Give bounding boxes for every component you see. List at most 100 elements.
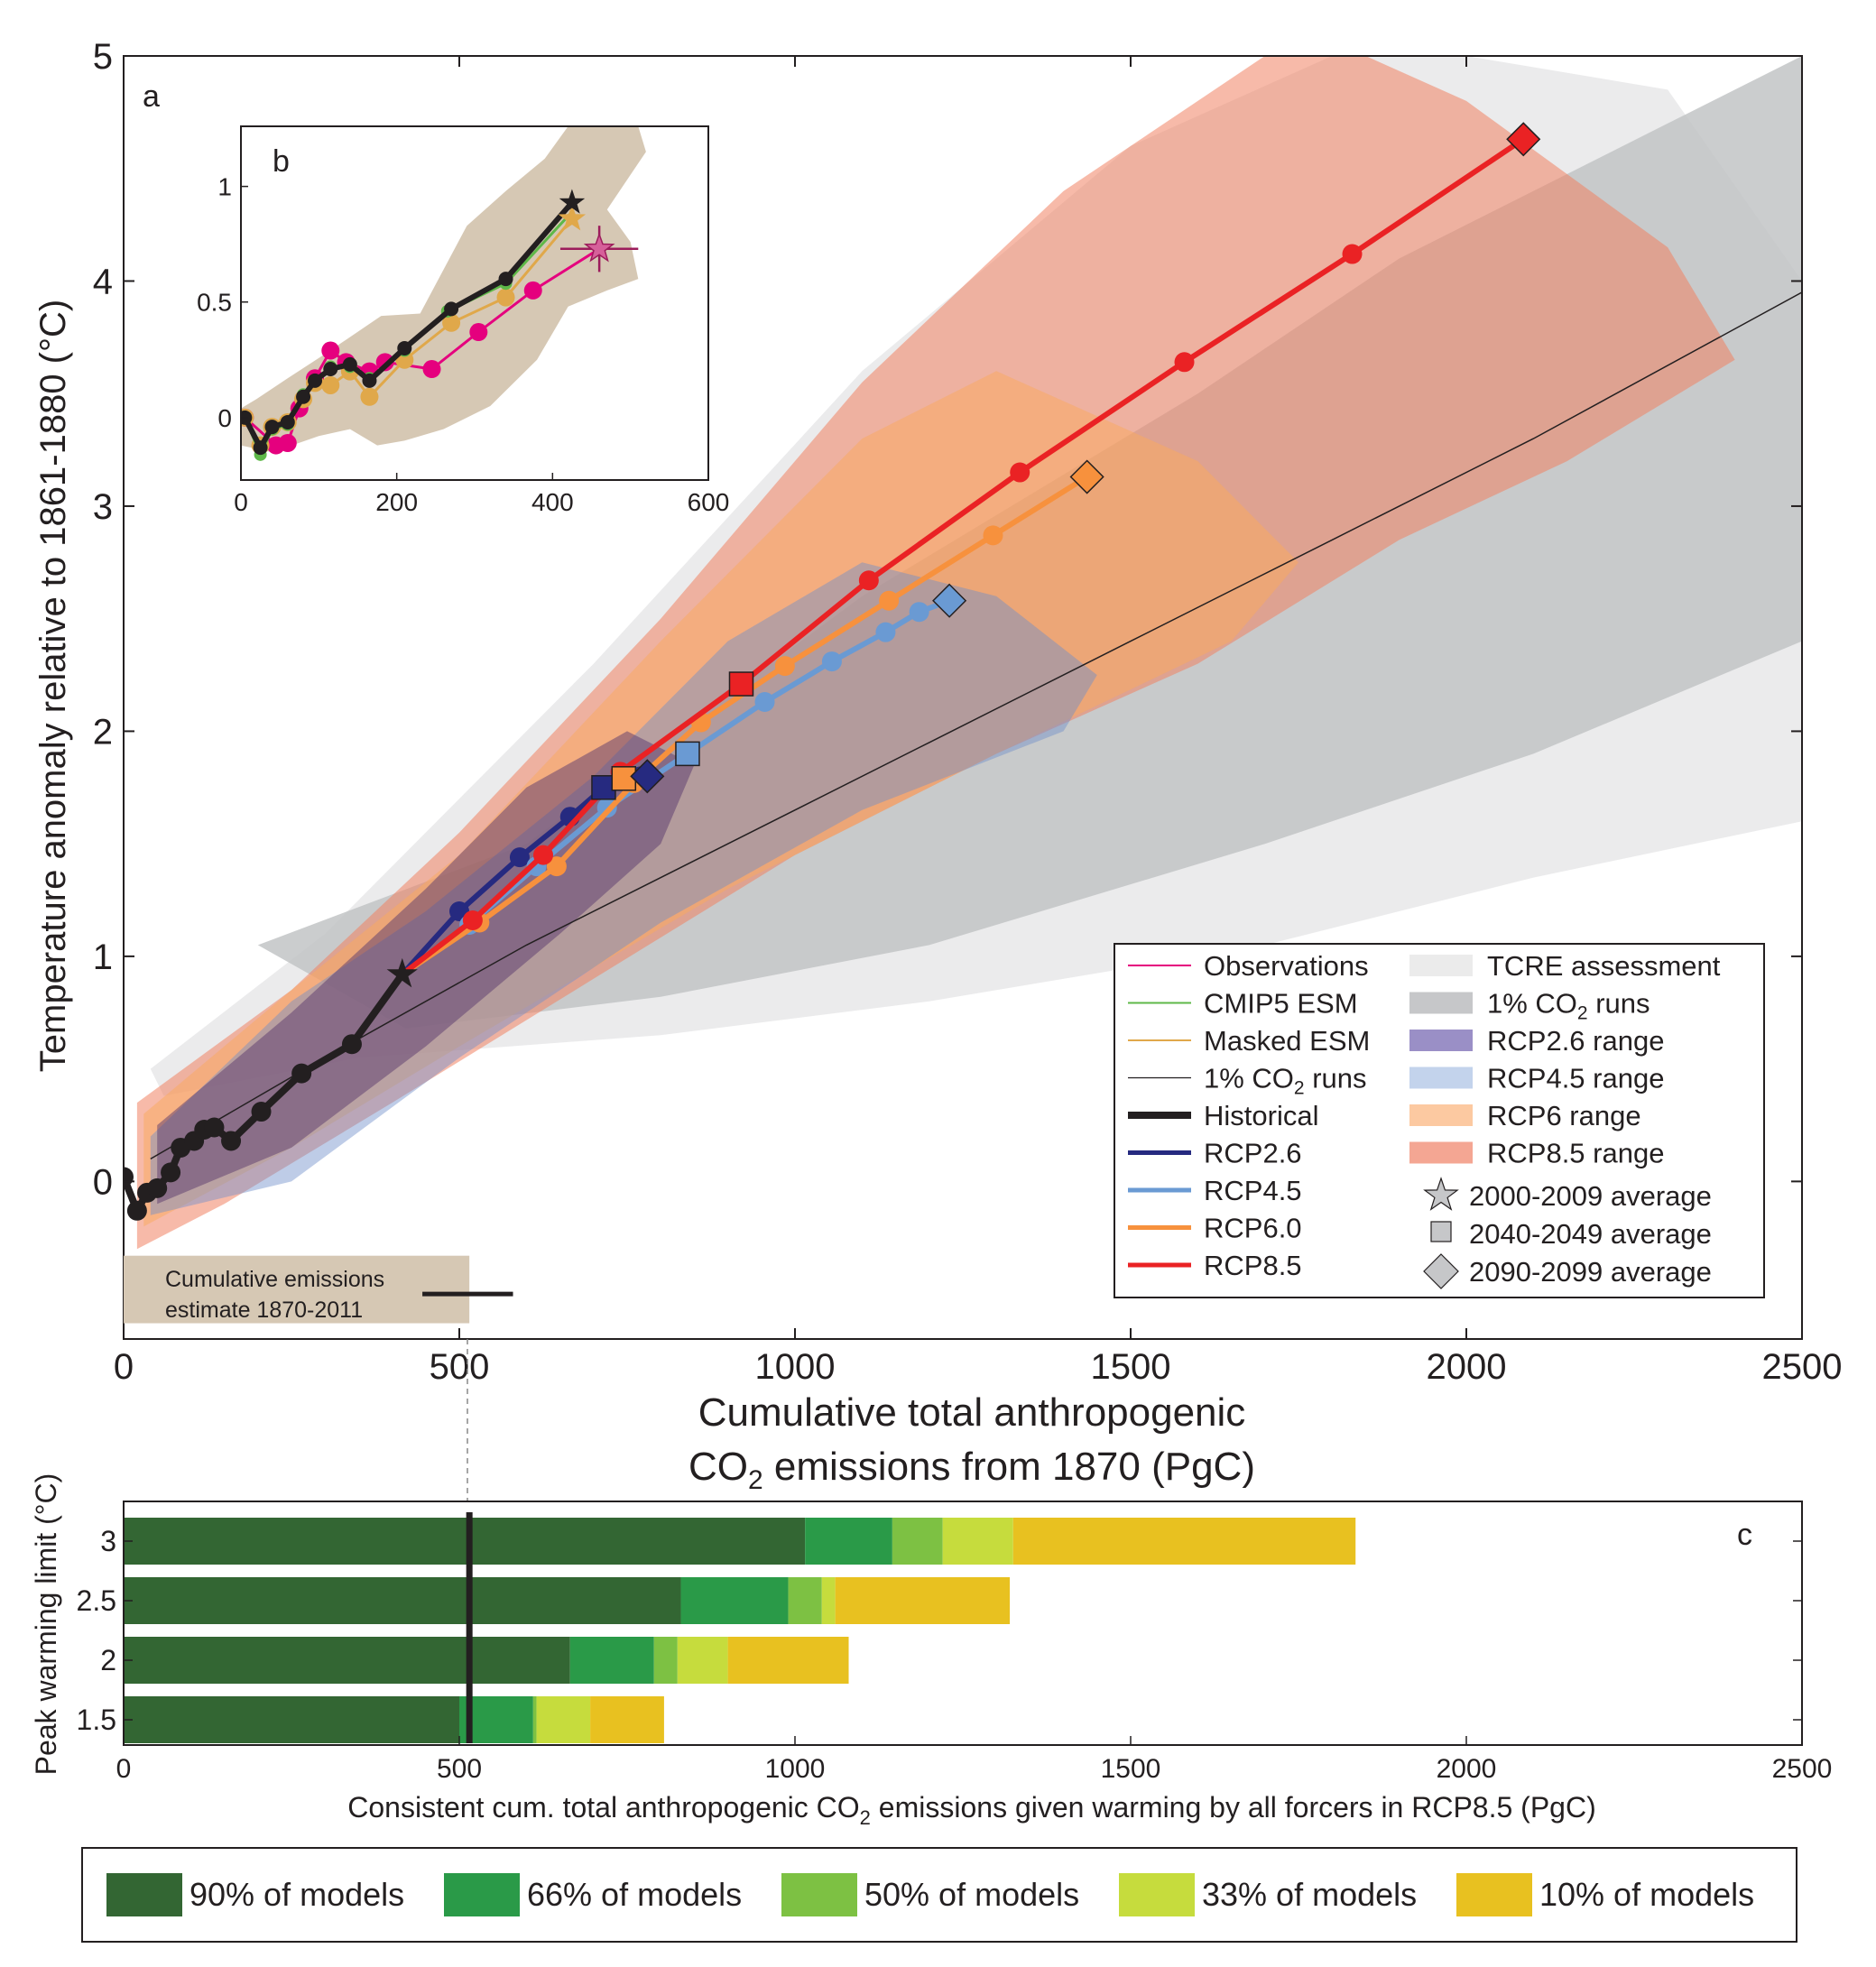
bar-segment-50pct-row-1-5 (532, 1696, 537, 1743)
y-tick-label: 2 (93, 712, 113, 752)
panel-b-point-historical (296, 389, 311, 404)
square-marker-rcp60 (611, 766, 637, 791)
panel-b-point-historical (444, 301, 459, 317)
panel-c-y-tick-label: 1.5 (77, 1704, 116, 1736)
bar-segment-90pct-row-2 (124, 1637, 570, 1684)
square-marker-rcp45 (675, 741, 700, 767)
panel-b-y-tick-label: 1 (217, 173, 232, 201)
panel-c-bars (124, 1512, 1356, 1743)
panel-c-legend-swatch (106, 1873, 182, 1916)
emissions-estimate-label-line1: Cumulative emissions (165, 1267, 384, 1292)
panel-b-point-masked-esm (496, 288, 515, 307)
bar-segment-50pct-row-2-5 (788, 1577, 822, 1624)
legend-label: 2000-2009 average (1469, 1180, 1712, 1212)
panel-c-y-tick-label: 2 (100, 1644, 116, 1676)
panel-c-legend-label: 33% of models (1202, 1876, 1417, 1913)
panel-b-x-tick-label: 0 (234, 488, 248, 516)
bar-segment-90pct-row-1-5 (124, 1696, 459, 1743)
panel-b-x-tick-label: 200 (375, 488, 418, 516)
panel-c-x-tick-label: 500 (437, 1754, 482, 1784)
panel-a-label: a (143, 79, 160, 114)
series-point-rcp45 (821, 651, 842, 672)
panel-b-point-historical (342, 356, 357, 372)
panel-b-point-observations (469, 323, 488, 342)
series-point-rcp85 (462, 910, 483, 930)
panel-b-frame (240, 125, 709, 481)
panel-b-point-historical (498, 272, 513, 287)
panel-a-x-axis-label-line1: Cumulative total anthropogenic (698, 1390, 1246, 1435)
panel-a-lines (124, 122, 1802, 1221)
bar-segment-33pct-row-3 (942, 1518, 1013, 1565)
y-tick-label: 3 (93, 487, 113, 527)
panel-b-point-observations (523, 281, 542, 300)
legend-label: 2090-2099 average (1469, 1256, 1712, 1288)
panel-c-legend-swatch (444, 1873, 520, 1916)
bar-segment-66pct-row-3 (805, 1518, 892, 1565)
series-point-rcp85 (1010, 462, 1030, 483)
panel-c-legend-swatch (1119, 1873, 1195, 1916)
legend-swatch-patch (1409, 1104, 1473, 1126)
series-point-rcp45 (754, 691, 775, 712)
bar-segment-33pct-row-1-5 (536, 1696, 591, 1743)
panel-c-label: c (1737, 1518, 1752, 1552)
legend-label: RCP4.5 (1204, 1175, 1302, 1206)
series-point-rcp45 (909, 602, 929, 623)
legend: Observations CMIP5 ESM Masked ESM 1% CO2 ru… (1114, 943, 1765, 1298)
diamond-marker-rcp60 (1069, 459, 1104, 494)
panel-c-legend-label: 66% of models (527, 1876, 742, 1913)
panel-b-star-observations (583, 232, 615, 263)
panel-b-star-historical (559, 189, 586, 214)
historical-point (204, 1117, 225, 1138)
panel-c-x-tick-label: 1000 (765, 1754, 826, 1784)
legend-label: RCP8.5 range (1487, 1138, 1664, 1169)
bar-segment-50pct-row-3 (892, 1518, 943, 1565)
legend-label: 2040-2049 average (1469, 1218, 1712, 1250)
panel-b-point-historical (362, 373, 377, 388)
bar-segment-66pct-row-2-5 (680, 1577, 789, 1624)
panel-b-y-tick-label: 0.5 (197, 289, 232, 317)
one-percent-co2-line (150, 291, 1802, 1160)
historical-point (126, 1200, 147, 1221)
bar-segment-66pct-row-2 (569, 1637, 654, 1684)
bar-segment-50pct-row-2 (653, 1637, 678, 1684)
y-tick-label: 4 (93, 262, 113, 301)
series-point-rcp85 (1342, 244, 1363, 264)
panel-b-star-masked-esm (558, 204, 587, 231)
series-point-rcp85 (1174, 352, 1195, 373)
legend-label: Historical (1204, 1100, 1318, 1131)
historical-point (221, 1131, 242, 1151)
bar-segment-10pct-row-1-5 (590, 1696, 664, 1743)
bar-segment-90pct-row-2-5 (124, 1577, 681, 1624)
panel-c-legend-label: 50% of models (864, 1876, 1079, 1913)
bar-segment-10pct-row-2-5 (835, 1577, 1011, 1624)
diamond-marker-rcp26 (630, 759, 665, 794)
panel-b-point-historical (308, 373, 323, 388)
panel-b-x-tick-label: 400 (531, 488, 574, 516)
bar-segment-33pct-row-2 (677, 1637, 728, 1684)
panel-b-axes: 0 200 400 600 0 0.5 1 (197, 173, 729, 516)
historical-point (291, 1063, 312, 1084)
panel-c-x-tick-label: 2500 (1772, 1754, 1833, 1784)
legend-label: Observations (1204, 950, 1369, 982)
legend-label: RCP6.0 (1204, 1213, 1302, 1244)
legend-swatch-patch (1409, 1030, 1473, 1051)
historical-point (251, 1102, 272, 1122)
legend-label: 1% CO2 runs (1487, 988, 1650, 1024)
diamond-marker-rcp85 (1506, 122, 1541, 157)
panel-b-point-historical (280, 414, 295, 429)
series-point-rcp60 (983, 525, 1003, 546)
panel-b-plot (241, 126, 646, 461)
panel-b-point-observations (278, 434, 297, 453)
star-marker-2000-2009 (386, 957, 418, 988)
x-tick-label: 2500 (1762, 1347, 1843, 1387)
panel-c-y-tick-label: 2.5 (77, 1584, 116, 1617)
panel-c-x-tick-label: 2000 (1437, 1754, 1497, 1784)
legend-swatch-patch (1409, 992, 1473, 1014)
series-point-rcp85 (533, 845, 553, 865)
panel-b-point-historical (397, 340, 412, 356)
x-tick-label: 2000 (1427, 1347, 1507, 1387)
series-point-rcp60 (879, 590, 900, 611)
legend-label: RCP8.5 (1204, 1250, 1302, 1281)
legend-label: TCRE assessment (1487, 950, 1721, 982)
